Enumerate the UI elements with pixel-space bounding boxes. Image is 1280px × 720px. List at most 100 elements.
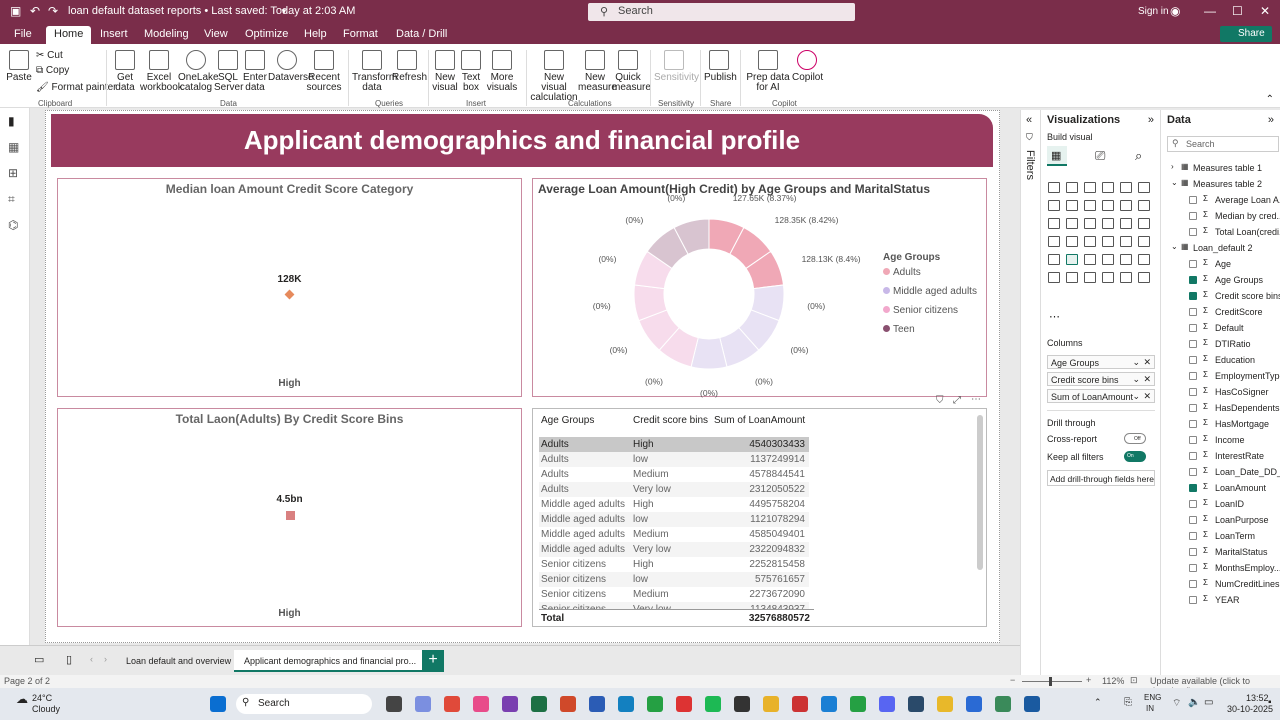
zoom-thumb[interactable] [1049,677,1052,686]
fit-page-icon[interactable]: ⊡ [1130,675,1138,686]
viz-stacked-area-icon[interactable] [1084,200,1096,211]
viz-qa-icon[interactable] [1066,272,1078,283]
legend-item[interactable]: Teen [883,324,977,343]
filters-label[interactable]: Filters [1024,150,1036,180]
field-item[interactable]: Σ MaritalStatus [1161,546,1280,560]
field-item[interactable]: Σ NumCreditLines [1161,578,1280,592]
remove-icon[interactable]: ✕ [1143,374,1151,385]
table-row[interactable]: Middle aged adults Medium 4585049401 [539,527,809,542]
field-checkbox[interactable] [1189,484,1197,492]
field-item[interactable]: Σ EmploymentType [1161,370,1280,384]
dax-view-icon[interactable]: ⌗ [8,192,15,207]
redo-icon[interactable]: ↷ [48,4,58,18]
table-row[interactable]: Senior citizens Medium 2273672090 [539,587,809,602]
field-item[interactable]: Σ InterestRate [1161,450,1280,464]
field-checkbox[interactable] [1189,580,1197,588]
more-visuals-button[interactable]: More visuals [484,44,520,93]
text-box-button[interactable]: Text box [458,44,484,93]
field-checkbox[interactable] [1189,196,1197,204]
field-checkbox[interactable] [1189,548,1197,556]
onelake-button[interactable]: OneLake catalog [178,44,214,93]
viz-card-icon[interactable] [1120,236,1132,247]
new-measure-button[interactable]: New measure [578,44,612,93]
field-checkbox[interactable] [1189,452,1197,460]
viz-power-automate-icon[interactable] [1138,272,1150,283]
field-checkbox[interactable] [1189,372,1197,380]
field-item[interactable]: Σ Total Loan(credi... [1161,226,1280,240]
field-checkbox[interactable] [1189,532,1197,540]
format-painter-button[interactable]: 🖌 Format painter [36,82,117,93]
field-item[interactable]: ⌄ ▦ Measures table 2 [1161,178,1280,192]
mobile-view-icon[interactable]: ▯ [66,653,72,666]
windows-start-icon[interactable] [210,696,226,712]
field-well-age-groups[interactable]: Age Groups ⌄ ✕ [1047,355,1155,369]
undo-icon[interactable]: ↶ [30,4,40,18]
taskbar-search[interactable]: ⚲ Search [236,694,372,714]
viz-pie-icon[interactable] [1102,218,1114,229]
chevron-icon[interactable]: › [1171,162,1174,171]
field-checkbox[interactable] [1189,292,1197,300]
volume-icon[interactable]: 🔈 [1188,697,1200,708]
maximize-icon[interactable]: ☐ [1232,4,1243,18]
lang-region[interactable]: IN [1146,704,1154,713]
app-icon[interactable] [473,696,489,712]
total-loan-card[interactable]: Total Laon(Adults) By Credit Score Bins … [57,408,522,627]
field-item[interactable]: Σ Age [1161,258,1280,272]
format-visual-icon[interactable]: ⎚ [1095,148,1105,164]
prev-page-icon[interactable]: ‹ [90,654,93,664]
more-options-icon[interactable]: ⋯ [971,394,981,405]
cross-report-toggle[interactable]: Off [1124,433,1146,444]
donut-chart-card[interactable]: Average Loan Amount(High Credit) by Age … [532,178,987,397]
tmdl-view-icon[interactable]: ⌬ [8,218,18,232]
viz-100-column-icon[interactable] [1138,182,1150,193]
field-checkbox[interactable] [1189,468,1197,476]
report-view-icon[interactable]: ▮ [8,114,15,128]
field-item[interactable]: Σ LoanID [1161,498,1280,512]
field-checkbox[interactable] [1189,564,1197,572]
tray-chevron-icon[interactable]: ⌃ [1094,697,1102,708]
cut-button[interactable]: ✂ Cut [36,50,63,61]
field-checkbox[interactable] [1189,404,1197,412]
viz-narrative-icon[interactable] [1084,272,1096,283]
menu-format[interactable]: Format [343,28,378,40]
viz-line-column-icon[interactable] [1102,200,1114,211]
tab-demographics[interactable]: Applicant demographics and financial pro… [234,650,426,672]
battery-icon[interactable]: ▭ [1204,697,1213,708]
lang-primary[interactable]: ENG [1144,693,1161,702]
chrome-icon[interactable] [444,696,460,712]
keep-filters-toggle[interactable]: On [1124,451,1146,462]
table-view-icon[interactable]: ▦ [8,140,19,154]
excel-icon[interactable] [531,696,547,712]
sql-button[interactable]: SQL Server [214,44,242,93]
viz-kpi-icon[interactable] [1138,236,1150,247]
wifi-icon[interactable]: ⌔ [1172,697,1181,710]
copilot-button[interactable]: Copilot [792,44,822,83]
chevron-down-icon[interactable]: ⌄ [1132,391,1140,402]
field-item[interactable]: Σ Average Loan A... [1161,194,1280,208]
menu-insert[interactable]: Insert [100,28,128,40]
get-data-button[interactable]: Get data [110,44,140,93]
table-row[interactable]: Middle aged adults Very low 2322094832 [539,542,809,557]
column-header[interactable]: Sum of LoanAmount [714,415,805,426]
field-item[interactable]: Σ Median by cred... [1161,210,1280,224]
legend-item[interactable]: Middle aged adults [883,286,977,305]
signin-link[interactable]: Sign in [1138,6,1169,17]
table-visual[interactable]: ⛉ ⤢ ⋯ Age Groups Credit score bins Sum o… [532,408,987,627]
viz-decomposition-icon[interactable] [1048,272,1060,283]
viz-funnel-icon[interactable] [1066,218,1078,229]
add-page-button[interactable]: + [422,650,444,672]
build-visual-tab[interactable]: ▦ [1047,146,1067,166]
new-visual-button[interactable]: New visual [432,44,458,93]
field-checkbox[interactable] [1189,500,1197,508]
menu-file[interactable]: File [14,28,32,40]
menu-view[interactable]: View [204,28,228,40]
viz-line-icon[interactable] [1048,200,1060,211]
next-page-icon[interactable]: › [104,654,107,664]
legend-item[interactable]: Senior citizens [883,305,977,324]
field-checkbox[interactable] [1189,516,1197,524]
close-icon[interactable]: ✕ [1260,4,1270,18]
file-explorer-icon[interactable] [386,696,402,712]
chevron-down-icon[interactable]: ⌄ [1132,374,1140,385]
whatsapp-icon[interactable] [647,696,663,712]
chrome-alt-icon[interactable] [676,696,692,712]
